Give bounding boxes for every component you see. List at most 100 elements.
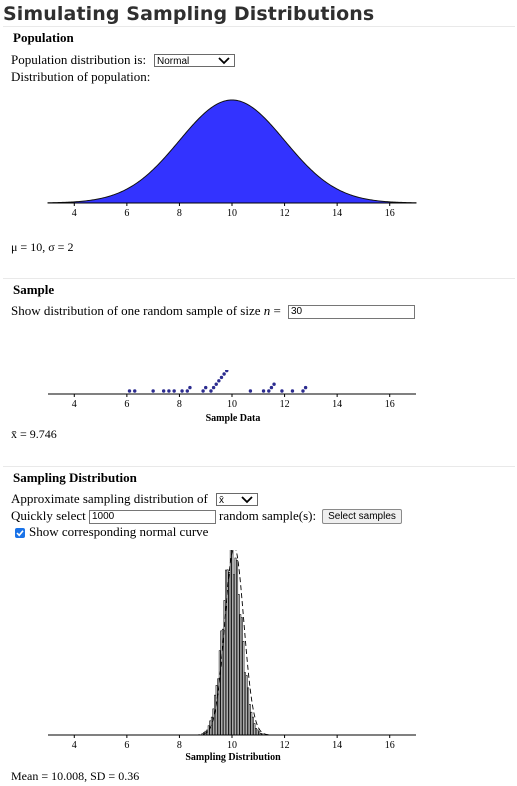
sampling-bar-28 xyxy=(245,675,248,736)
sampling-bar-35 xyxy=(256,729,259,736)
sampling-bar-23 xyxy=(237,594,240,736)
chevron-down-icon xyxy=(218,57,230,65)
sample-point-25 xyxy=(272,382,276,386)
sampling-bar-18 xyxy=(229,550,232,736)
sampling-x-tick-label-3: 10 xyxy=(227,740,237,751)
sample-point-28 xyxy=(301,389,305,393)
sample-point-8 xyxy=(188,385,192,390)
population-dist-select[interactable]: Normal xyxy=(154,54,235,67)
sampling-bar-25 xyxy=(240,617,243,736)
sampling-normal-curve xyxy=(195,550,275,736)
sample-x-tick-label-3: 10 xyxy=(227,399,237,410)
sample-x-tick-label-0: 4 xyxy=(72,399,77,410)
sampling-bar-31 xyxy=(250,711,253,736)
sample-point-4 xyxy=(167,389,171,393)
sampling-section: Sampling Distribution Approximate sampli… xyxy=(3,466,515,785)
sampling-bar-17 xyxy=(228,571,231,736)
sample-point-7 xyxy=(185,389,190,393)
population-chart-label: Distribution of population: xyxy=(11,69,151,84)
sampling-summary: Mean = 10.008, SD = 0.36 xyxy=(11,769,140,783)
sample-point-27 xyxy=(290,389,295,393)
sample-point-6 xyxy=(180,389,184,393)
sampling-x-tick-label-5: 14 xyxy=(332,740,342,751)
sampling-approx-label: Approximate sampling distribution of xyxy=(11,491,208,506)
select-samples-button[interactable]: Select samples xyxy=(322,509,402,524)
sampling-bar-4 xyxy=(207,725,210,736)
sample-section: Sample Show distribution of one random s… xyxy=(3,278,515,465)
sampling-stat-value: x̄ xyxy=(219,495,224,506)
page-title: Simulating Sampling Distributions xyxy=(3,3,375,25)
sampling-x-tick-label-1: 6 xyxy=(124,740,129,751)
sample-point-14 xyxy=(217,379,221,383)
sampling-bar-8 xyxy=(214,694,216,736)
sample-point-2 xyxy=(151,389,155,393)
sample-size-label: Show distribution of one random sample o… xyxy=(11,303,281,319)
sampling-bar-22 xyxy=(236,560,239,736)
sampling-bar-33 xyxy=(253,723,256,736)
sample-point-11 xyxy=(209,389,213,393)
checkmark-icon xyxy=(16,530,24,537)
sample-point-17 xyxy=(225,370,229,373)
sampling-x-tick-label-2: 8 xyxy=(177,740,182,751)
sample-point-9 xyxy=(201,389,205,393)
sample-point-22 xyxy=(261,389,266,393)
sampling-heading: Sampling Distribution xyxy=(13,470,137,485)
sample-mean-stat: x̄ = 9.746 xyxy=(11,427,57,441)
sampling-bar-27 xyxy=(244,672,246,736)
sample-x-tick-label-4: 12 xyxy=(280,399,290,410)
population-x-tick-label-2: 8 xyxy=(177,208,182,219)
sampling-count-input[interactable]: 1000 xyxy=(89,510,216,524)
sampling-stat-select[interactable]: x̄ xyxy=(216,493,258,506)
normal-curve-checkbox[interactable] xyxy=(15,528,25,538)
sampling-x-tick-label-4: 12 xyxy=(280,740,290,751)
sampling-bar-34 xyxy=(255,728,257,736)
population-density-curve xyxy=(47,99,417,204)
population-params: μ = 10, σ = 2 xyxy=(11,240,74,254)
sample-point-24 xyxy=(269,385,274,390)
sample-x-tick-label-5: 14 xyxy=(332,399,342,410)
sampling-x-tick-label-0: 4 xyxy=(72,740,77,751)
sampling-quick-label: Quickly select xyxy=(11,508,86,523)
sampling-bar-24 xyxy=(239,614,242,736)
sampling-bar-30 xyxy=(248,704,251,736)
sampling-bar-29 xyxy=(247,687,250,736)
sample-point-13 xyxy=(214,382,218,386)
normal-curve-label: Show corresponding normal curve xyxy=(29,524,209,539)
sampling-bar-12 xyxy=(220,630,223,736)
population-section: Population Population distribution is: N… xyxy=(3,26,515,277)
sample-point-29 xyxy=(303,385,308,390)
population-x-tick-label-5: 14 xyxy=(332,208,342,219)
sample-point-21 xyxy=(248,389,253,393)
sampling-bar-7 xyxy=(212,708,215,736)
sample-x-label: Sample Data xyxy=(206,413,261,424)
sampling-bar-26 xyxy=(242,641,245,736)
population-dist-value: Normal xyxy=(157,56,190,67)
population-x-tick-label-6: 16 xyxy=(385,208,395,219)
sampling-bar-21 xyxy=(234,557,237,736)
sample-point-16 xyxy=(222,372,226,376)
population-heading: Population xyxy=(13,30,74,45)
sample-x-tick-label-2: 8 xyxy=(177,399,182,410)
sample-point-15 xyxy=(219,375,224,380)
sample-n-symbol: n xyxy=(263,303,271,318)
sampling-bar-14 xyxy=(223,600,226,736)
population-x-tick-label-0: 4 xyxy=(72,208,77,219)
sample-equals: = xyxy=(273,303,281,318)
sample-size-text: Show distribution of one random sample o… xyxy=(11,303,261,318)
sample-x-tick-label-1: 6 xyxy=(124,399,129,410)
sampling-bar-15 xyxy=(225,569,228,736)
sampling-bar-11 xyxy=(218,650,221,736)
sampling-chart: 4 6 8 10 12 14 16 Sampling Distribution xyxy=(48,550,416,763)
population-x-tick-label-4: 12 xyxy=(280,208,290,219)
sample-x-tick-label-6: 16 xyxy=(385,399,395,410)
sample-point-12 xyxy=(211,385,216,390)
sample-size-input[interactable]: 30 xyxy=(288,305,415,319)
sample-point-5 xyxy=(172,389,176,393)
sample-point-10 xyxy=(204,385,208,390)
sample-chart: 4 6 8 10 12 14 16 Sample Data xyxy=(48,370,416,424)
sampling-random-label: random sample(s): xyxy=(219,508,317,523)
sampling-x-tick-label-6: 16 xyxy=(385,740,395,751)
sampling-bar-20 xyxy=(233,574,235,736)
sample-heading: Sample xyxy=(13,282,55,297)
chevron-down-icon xyxy=(241,496,253,504)
